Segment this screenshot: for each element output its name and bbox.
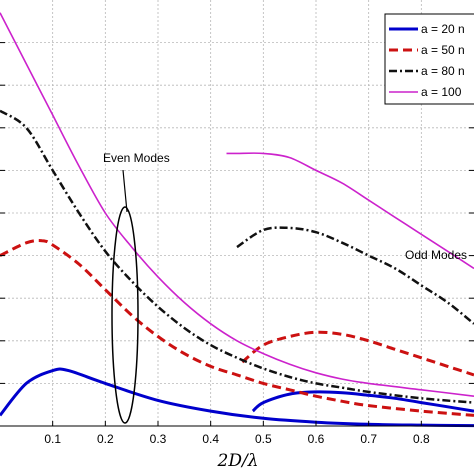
legend-label: a = 100 — [421, 85, 462, 99]
series-line-even — [0, 12, 474, 397]
legend-label: a = 80 n — [421, 64, 465, 78]
x-tick-label: 0.4 — [202, 432, 219, 446]
x-axis-title: 2D/λ — [217, 451, 259, 471]
series-line-even — [0, 367, 474, 428]
series-line-even — [0, 109, 474, 404]
legend: a = 20 n a = 50 n a = 80 n a = 100 — [384, 13, 474, 105]
x-tick-label: 0.3 — [150, 432, 167, 446]
series-line-odd — [251, 390, 474, 413]
series-line-odd — [241, 330, 474, 377]
x-tick-label: 0.6 — [308, 432, 325, 446]
odd-modes-label: Odd Modes — [405, 248, 467, 262]
series-line-odd — [226, 152, 474, 270]
even-modes-label: Even Modes — [103, 151, 170, 165]
even-modes-leader — [122, 169, 128, 213]
legend-label: a = 50 n — [421, 43, 465, 57]
series-line-odd — [236, 226, 474, 325]
x-tick-label: 0.5 — [255, 432, 272, 446]
x-tick-label: 0.7 — [360, 432, 377, 446]
legend-label: a = 20 n — [421, 22, 465, 36]
x-tick-label: 0.2 — [97, 432, 114, 446]
annotations: Even Modes Odd Modes — [103, 151, 467, 424]
x-tick-label: 0.1 — [44, 432, 61, 446]
axes: 0.1 0.2 0.3 0.4 0.5 0.6 0.7 0.8 — [0, 42, 474, 446]
even-modes-ellipse — [111, 206, 139, 424]
series-line-even — [0, 239, 474, 417]
x-tick-label: 0.8 — [413, 432, 430, 446]
series-lines — [0, 12, 474, 428]
